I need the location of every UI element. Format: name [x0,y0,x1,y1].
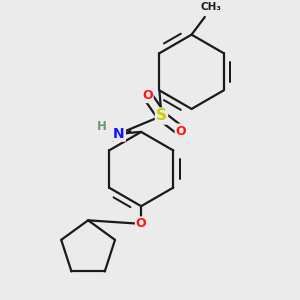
Text: H: H [96,120,106,133]
Text: O: O [136,217,146,230]
Text: S: S [156,109,167,124]
Text: N: N [113,127,125,141]
Text: CH₃: CH₃ [200,2,221,12]
Text: O: O [176,124,186,137]
Text: O: O [142,89,153,102]
